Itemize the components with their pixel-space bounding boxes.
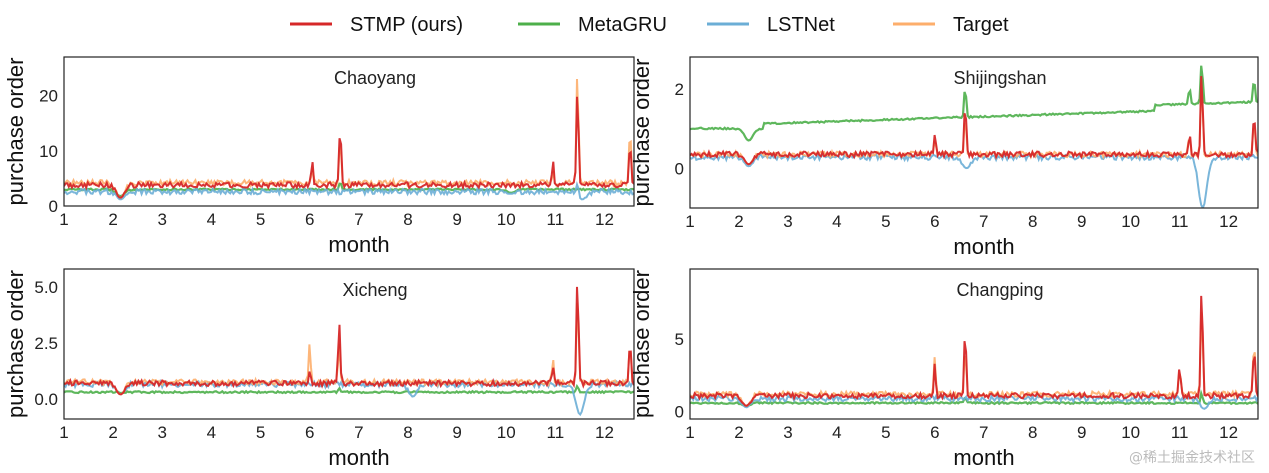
- x-tick-label: 7: [979, 423, 988, 442]
- series-line-metagru-xicheng: [64, 383, 634, 395]
- x-tick-label: 9: [1077, 212, 1086, 231]
- series-line-stmp-ours-chaoyang: [64, 96, 634, 199]
- x-axis-label: month: [953, 445, 1014, 470]
- y-tick-label: 10: [39, 142, 58, 161]
- series-line-stmp-ours-xicheng: [64, 286, 634, 396]
- panel-title: Chaoyang: [334, 68, 416, 88]
- x-tick-label: 4: [207, 423, 216, 442]
- x-tick-label: 4: [207, 210, 216, 229]
- x-tick-label: 12: [1219, 212, 1238, 231]
- series-line-stmp-ours-shijingshan: [690, 76, 1258, 166]
- x-tick-label: 3: [158, 423, 167, 442]
- y-tick-label: 0: [675, 403, 684, 422]
- x-tick-label: 2: [108, 423, 117, 442]
- x-tick-label: 4: [832, 212, 841, 231]
- x-tick-label: 1: [685, 212, 694, 231]
- y-tick-label: 5: [675, 330, 684, 349]
- x-tick-label: 8: [403, 423, 412, 442]
- y-tick-label: 5.0: [34, 278, 58, 297]
- x-tick-label: 1: [59, 210, 68, 229]
- series-line-lstnet-shijingshan: [690, 151, 1258, 208]
- x-tick-label: 6: [305, 210, 314, 229]
- x-tick-label: 1: [685, 423, 694, 442]
- x-tick-label: 3: [783, 423, 792, 442]
- legend-label-stmp-ours: STMP (ours): [350, 14, 463, 36]
- x-tick-label: 10: [1121, 423, 1140, 442]
- plot-frame: [689, 268, 1259, 420]
- y-axis-label: purchase order: [629, 59, 654, 207]
- y-axis-label: purchase order: [629, 270, 654, 418]
- series-line-lstnet-chaoyang: [64, 180, 634, 201]
- plot-frame: [63, 56, 635, 207]
- x-tick-label: 5: [256, 210, 265, 229]
- x-tick-label: 1: [59, 423, 68, 442]
- x-axis-label: month: [953, 234, 1014, 259]
- x-tick-label: 11: [547, 210, 565, 229]
- panel-title: Shijingshan: [953, 68, 1046, 88]
- x-axis-label: month: [328, 232, 389, 257]
- x-tick-label: 8: [1028, 212, 1037, 231]
- y-tick-label: 20: [39, 87, 58, 106]
- x-tick-label: 6: [305, 423, 314, 442]
- x-tick-label: 11: [1171, 212, 1189, 231]
- legend-label-metagru: MetaGRU: [578, 14, 667, 36]
- x-tick-label: 12: [595, 210, 614, 229]
- y-tick-label: 0: [675, 159, 684, 178]
- plot-frame: [689, 56, 1259, 209]
- y-tick-label: 2.5: [34, 334, 58, 353]
- x-tick-label: 5: [881, 423, 890, 442]
- legend: STMP (ours) MetaGRU LSTNet Target: [290, 14, 1009, 36]
- y-tick-label: 2: [675, 80, 684, 99]
- legend-label-target: Target: [953, 14, 1009, 36]
- x-tick-label: 2: [734, 212, 743, 231]
- series-line-metagru-shijingshan: [690, 65, 1258, 142]
- x-tick-label: 8: [1028, 423, 1037, 442]
- y-tick-label: 0.0: [34, 390, 58, 409]
- series-line-target-changping: [690, 312, 1258, 407]
- x-tick-label: 10: [1121, 212, 1140, 231]
- x-tick-label: 8: [403, 210, 412, 229]
- y-tick-label: 0: [49, 197, 58, 216]
- series-line-target-chaoyang: [64, 78, 634, 199]
- plot-frame: [63, 268, 635, 420]
- x-tick-label: 5: [256, 423, 265, 442]
- x-tick-label: 7: [354, 423, 363, 442]
- x-tick-label: 4: [832, 423, 841, 442]
- x-tick-label: 9: [452, 210, 461, 229]
- x-tick-label: 7: [979, 212, 988, 231]
- x-tick-label: 12: [595, 423, 614, 442]
- panel-title: Changping: [956, 280, 1043, 300]
- x-tick-label: 12: [1219, 423, 1238, 442]
- x-tick-label: 10: [497, 423, 516, 442]
- x-tick-label: 9: [452, 423, 461, 442]
- x-tick-label: 11: [1171, 423, 1189, 442]
- y-axis-label: purchase order: [3, 270, 28, 418]
- y-axis-label: purchase order: [3, 58, 28, 206]
- x-tick-label: 2: [108, 210, 117, 229]
- x-tick-label: 7: [354, 210, 363, 229]
- series-line-stmp-ours-changping: [690, 295, 1258, 407]
- x-tick-label: 6: [930, 423, 939, 442]
- x-tick-label: 3: [783, 212, 792, 231]
- x-axis-label: month: [328, 445, 389, 470]
- panel-title: Xicheng: [342, 280, 407, 300]
- x-tick-label: 2: [734, 423, 743, 442]
- x-tick-label: 9: [1077, 423, 1086, 442]
- x-tick-label: 5: [881, 212, 890, 231]
- x-tick-label: 3: [158, 210, 167, 229]
- x-tick-label: 6: [930, 212, 939, 231]
- legend-label-lstnet: LSTNet: [767, 14, 835, 36]
- x-tick-label: 10: [497, 210, 516, 229]
- x-tick-label: 11: [547, 423, 565, 442]
- watermark: @稀土掘金技术社区: [1129, 450, 1255, 466]
- series-line-metagru-changping: [690, 389, 1258, 408]
